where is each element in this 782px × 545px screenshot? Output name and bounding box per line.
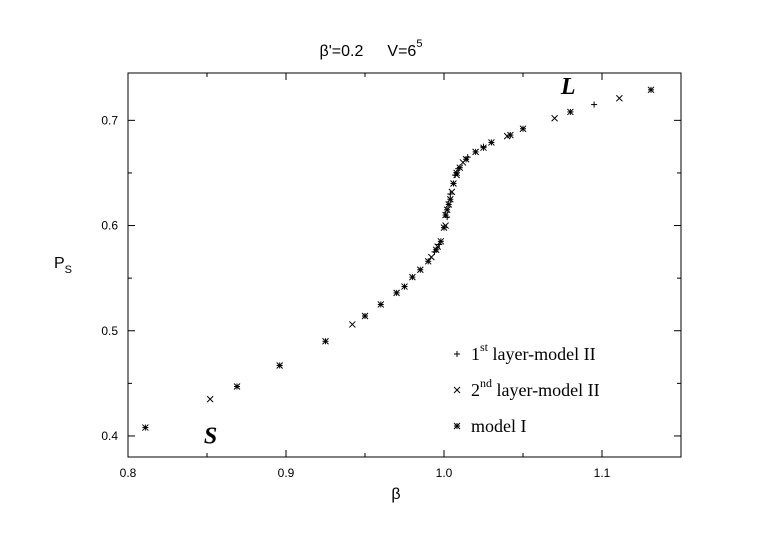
- data-point-asterisk: [322, 337, 329, 345]
- data-point-asterisk: [276, 362, 284, 369]
- data-point-asterisk: [416, 266, 424, 274]
- data-point-asterisk: [409, 273, 416, 281]
- data-point-asterisk: [519, 125, 527, 133]
- title-beta-prime: β'=0.2: [320, 43, 364, 60]
- legend-entry-superscript: st: [480, 340, 489, 354]
- legend-entry-superscript: nd: [480, 376, 492, 390]
- data-points: [142, 86, 655, 431]
- data-point-asterisk: [453, 169, 460, 177]
- data-point-asterisk: [480, 144, 487, 152]
- region-label-s: S: [204, 423, 217, 449]
- y-axis-label-main: P: [54, 255, 65, 272]
- data-point-asterisk: [443, 206, 451, 214]
- legend-marker-cross: [453, 386, 461, 394]
- legend-marker-asterisk: [453, 422, 461, 430]
- x-axis-label: β: [391, 486, 400, 503]
- legend-entry-text: 1: [471, 344, 480, 364]
- region-annotations: LS: [204, 74, 576, 449]
- region-label-l: L: [560, 74, 576, 100]
- data-point-asterisk: [445, 201, 453, 208]
- data-point-cross: [551, 114, 558, 122]
- data-point-asterisk: [450, 180, 457, 187]
- data-point-asterisk: [446, 195, 454, 203]
- y-tick-label: 0.6: [101, 219, 118, 233]
- axis-ticks: 0.8 0.9 1.0 1.1 0.4 0.5 0.6 0.7: [101, 73, 681, 480]
- data-point-asterisk: [472, 148, 479, 156]
- legend-entry-text: layer-model II: [492, 380, 600, 400]
- data-point-asterisk: [393, 289, 400, 297]
- x-tick-label: 1.1: [594, 466, 611, 480]
- data-point-asterisk: [361, 312, 369, 320]
- data-point-plus: [591, 101, 598, 108]
- chart-title: β'=0.2 V=65: [320, 38, 423, 60]
- x-tick-label: 1.0: [436, 466, 453, 480]
- data-point-cross: [349, 321, 356, 328]
- data-point-asterisk: [437, 237, 445, 245]
- legend-entry-text: layer-model II: [488, 344, 596, 364]
- data-point-asterisk: [432, 246, 440, 254]
- plot-frame: [127, 72, 682, 458]
- title-volume-exponent: 5: [416, 38, 422, 50]
- y-tick-label: 0.7: [101, 113, 118, 127]
- x-tick-label: 0.9: [278, 466, 295, 480]
- legend-entry: 2nd layer-model II: [471, 376, 600, 400]
- data-point-asterisk: [233, 383, 241, 390]
- data-point-asterisk: [424, 257, 432, 265]
- y-axis-label-subscript: S: [65, 264, 72, 276]
- y-tick-label: 0.4: [101, 429, 118, 443]
- x-tick-label: 0.8: [120, 466, 137, 480]
- data-point-asterisk: [488, 139, 495, 146]
- data-point-cross: [428, 253, 435, 261]
- data-point-asterisk: [442, 211, 449, 219]
- data-point-asterisk: [142, 424, 149, 431]
- data-point-asterisk: [507, 131, 514, 139]
- legend-entry: 1st layer-model II: [471, 340, 596, 364]
- legend-entry-text: 2: [471, 380, 480, 400]
- data-point-asterisk: [401, 283, 408, 290]
- legend-entry-text: model I: [471, 416, 527, 436]
- title-volume: V=6: [387, 43, 416, 60]
- legend-marker-plus: [454, 351, 460, 357]
- data-point-cross: [448, 188, 456, 196]
- data-point-cross: [616, 94, 623, 102]
- data-point-asterisk: [462, 155, 470, 163]
- y-tick-label: 0.5: [101, 324, 118, 338]
- data-point-asterisk: [456, 164, 464, 172]
- data-point-asterisk: [647, 86, 655, 94]
- data-point-asterisk: [440, 224, 448, 232]
- data-point-asterisk: [377, 301, 385, 308]
- y-axis-label: PS: [54, 255, 72, 276]
- data-point-cross: [206, 395, 214, 403]
- legend-entry: model I: [471, 416, 527, 436]
- data-point-asterisk: [567, 108, 574, 116]
